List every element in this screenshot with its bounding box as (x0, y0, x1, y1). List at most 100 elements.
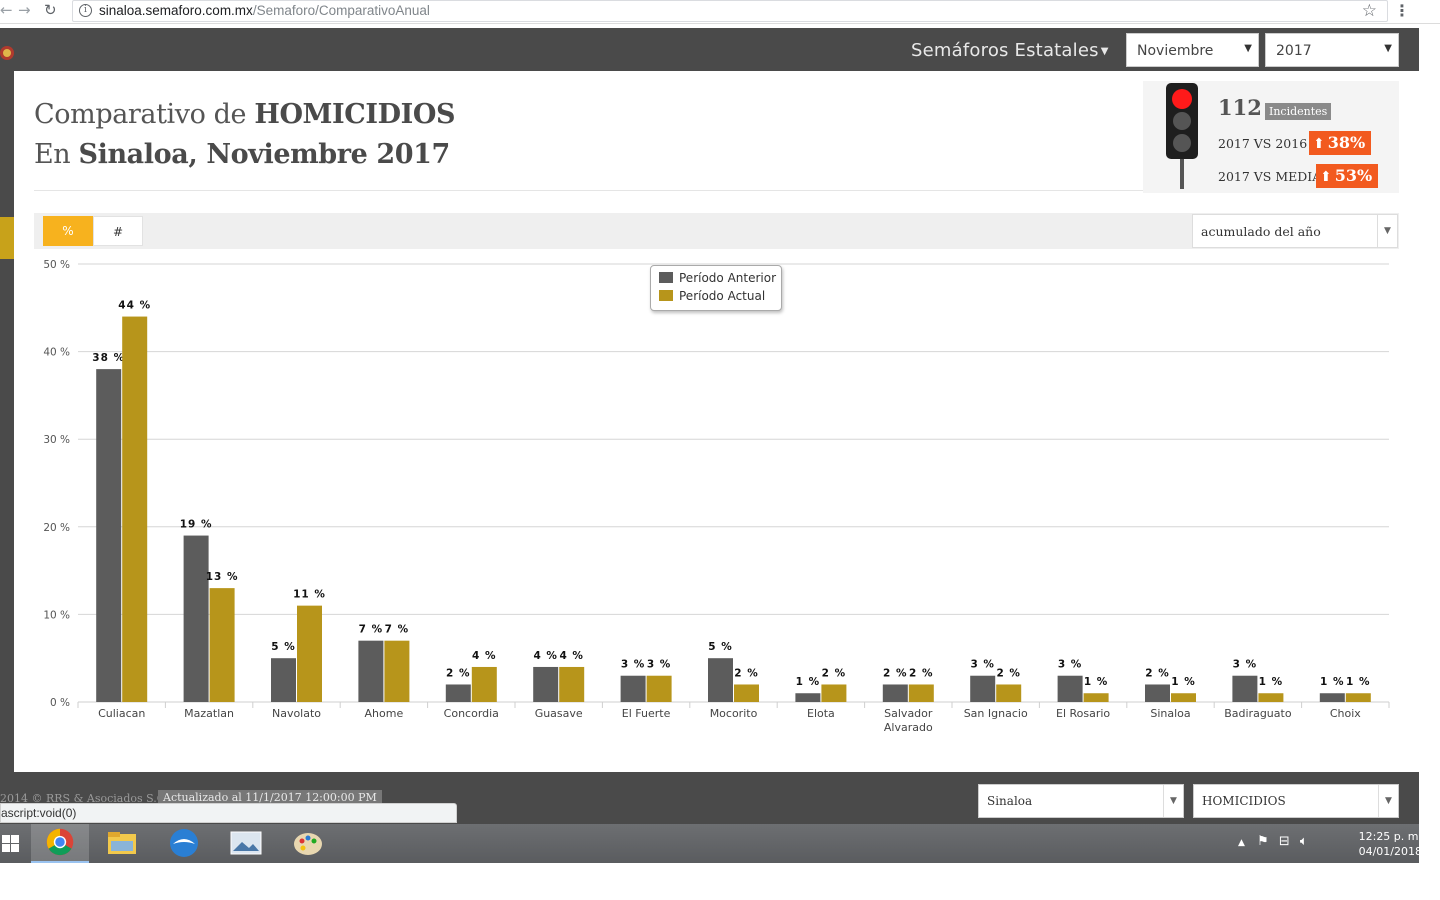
bar-anterior[interactable] (533, 666, 559, 702)
volume-icon[interactable]: 🔈︎ (1299, 834, 1308, 849)
bar-anterior[interactable] (445, 684, 471, 702)
comparison-label-media: 2017 VS MEDIA (1218, 169, 1322, 184)
bar-actual[interactable] (471, 666, 497, 702)
bar-value-label: 3 % (621, 659, 645, 671)
file-explorer-taskbar-icon[interactable] (93, 824, 151, 863)
bar-value-label: 7 % (359, 624, 383, 636)
x-category-label: Choix (1330, 707, 1361, 720)
bar-anterior[interactable] (271, 658, 296, 702)
title-location-prefix: En (34, 139, 79, 170)
y-tick-label: 50 % (43, 259, 70, 271)
bar-value-label: 7 % (385, 624, 409, 636)
bar-value-label: 2 % (996, 667, 1020, 679)
start-button-icon[interactable] (0, 824, 24, 863)
states-menu[interactable]: Semáforos Estatales ▼ (911, 40, 1109, 61)
x-category-label: Concordia (444, 707, 499, 720)
bar-anterior[interactable] (795, 693, 821, 702)
bar-anterior[interactable] (620, 675, 646, 702)
x-category-label: Salvador (884, 707, 933, 720)
bar-actual[interactable] (1171, 693, 1196, 702)
x-category-label: El Fuerte (622, 707, 671, 720)
photos-taskbar-icon[interactable] (217, 824, 275, 863)
year-select[interactable]: 2017 ▼ (1265, 33, 1399, 67)
bar-actual[interactable] (559, 666, 585, 702)
state-select[interactable]: Sinaloa ▼ (978, 784, 1184, 818)
copyright-text: 2014 © RRS & Asociados S.C. (0, 792, 169, 805)
bar-actual[interactable] (821, 684, 847, 702)
bar-value-label: 2 % (1145, 667, 1169, 679)
comparison-value-media: 53% (1334, 166, 1373, 185)
clock-date: 04/01/2018 (1358, 845, 1422, 858)
bar-anterior[interactable] (96, 369, 122, 702)
title-location: Sinaloa, Noviembre 2017 (78, 139, 450, 170)
bar-value-label: 2 % (734, 667, 758, 679)
bar-anterior[interactable] (1057, 675, 1083, 702)
count-toggle-button[interactable]: # (93, 216, 143, 246)
bar-value-label: 4 % (533, 650, 557, 662)
network-icon[interactable]: ⊟ (1278, 834, 1290, 849)
month-select[interactable]: Noviembre ▼ (1126, 33, 1259, 67)
address-bar[interactable]: i sinaloa.semaforo.com.mx/Semaforo/Compa… (72, 0, 1388, 22)
crime-select-value: HOMICIDIOS (1202, 794, 1286, 808)
bar-actual[interactable] (209, 588, 235, 702)
browser-menu-icon[interactable]: ⋮ (1394, 1, 1410, 20)
info-icon[interactable]: i (79, 4, 92, 17)
incident-count: 112 (1218, 95, 1262, 120)
bar-actual[interactable] (122, 316, 148, 702)
side-panel-tab[interactable] (0, 217, 14, 259)
url-path: /Semaforo/ComparativoAnual (252, 3, 430, 18)
period-select[interactable]: acumulado del año ▼ (1192, 214, 1398, 248)
legend-item-anterior[interactable]: Período Anterior (659, 271, 776, 285)
bar-actual[interactable] (646, 675, 672, 702)
bar-anterior[interactable] (358, 640, 384, 702)
thunderbird-taskbar-icon[interactable] (155, 824, 213, 863)
bookmark-star-icon[interactable]: ☆ (1361, 1, 1377, 21)
percent-toggle-button[interactable]: % (43, 216, 93, 246)
side-panel-edge[interactable] (0, 71, 14, 774)
summary-panel: 112 Incidentes 2017 VS 2016 ⬆ 38% 2017 VS… (1143, 81, 1399, 193)
bar-actual[interactable] (908, 684, 934, 702)
x-category-label: Alvarado (884, 721, 933, 734)
reload-icon[interactable]: ↻ (44, 1, 57, 19)
bar-actual[interactable] (297, 605, 322, 702)
bar-actual[interactable] (1258, 693, 1284, 702)
bar-value-label: 5 % (708, 641, 732, 653)
bar-anterior[interactable] (882, 684, 908, 702)
bar-anterior[interactable] (1145, 684, 1170, 702)
flag-icon[interactable]: ⚑ (1257, 834, 1269, 849)
bar-anterior[interactable] (970, 675, 996, 702)
bar-anterior[interactable] (1319, 693, 1345, 702)
states-menu-label: Semáforos Estatales (911, 40, 1099, 61)
x-category-label: Navolato (272, 707, 321, 720)
bar-anterior[interactable] (708, 658, 733, 702)
bar-value-label: 2 % (446, 667, 470, 679)
bar-anterior[interactable] (183, 535, 209, 702)
bar-actual[interactable] (996, 684, 1022, 702)
bar-value-label: 38 % (92, 352, 125, 364)
bar-actual[interactable] (384, 640, 410, 702)
y-tick-label: 20 % (43, 522, 70, 534)
forward-icon[interactable]: → (18, 1, 31, 19)
url-host: sinaloa.semaforo.com.mx (99, 3, 253, 18)
x-category-label: Ahome (365, 707, 404, 720)
x-category-label: Mazatlan (184, 707, 234, 720)
chrome-taskbar-icon[interactable] (31, 824, 89, 863)
updated-badge: Actualizado al 11/1/2017 12:00:00 PM (158, 790, 382, 805)
bar-anterior[interactable] (1232, 675, 1258, 702)
back-icon[interactable]: ← (0, 1, 13, 19)
crime-select[interactable]: HOMICIDIOS ▼ (1193, 784, 1399, 818)
bar-actual[interactable] (734, 684, 759, 702)
legend-item-actual[interactable]: Período Actual (659, 289, 765, 303)
legend-label: Período Anterior (679, 271, 777, 285)
title-crime: HOMICIDIOS (254, 99, 456, 130)
windows-taskbar (0, 824, 1419, 863)
system-tray: ▲ ⚑ ⊟ 🔈︎ (1238, 834, 1308, 849)
paint-taskbar-icon[interactable] (279, 824, 337, 863)
x-category-label: Guasave (535, 707, 583, 720)
bar-actual[interactable] (1345, 693, 1371, 702)
arrow-up-icon: ⬆ (1313, 136, 1325, 152)
taskbar-clock[interactable]: 12:25 p. m. 04/01/2018 (1359, 829, 1422, 859)
legend-label: Período Actual (679, 289, 766, 303)
chevron-up-icon[interactable]: ▲ (1238, 838, 1245, 848)
bar-actual[interactable] (1083, 693, 1109, 702)
